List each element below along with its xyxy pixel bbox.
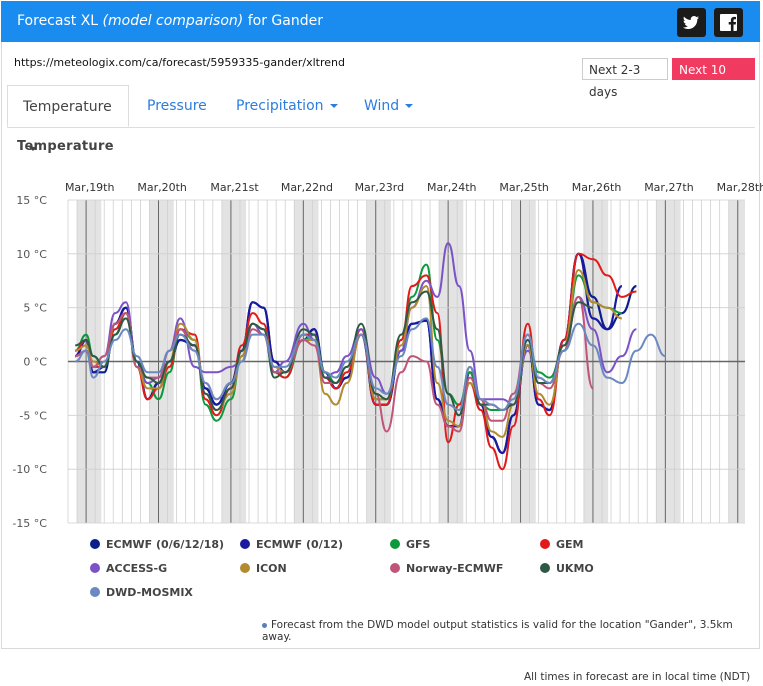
y-tick-label: 10 °C	[16, 248, 47, 261]
series-line-dwd-mosmix	[74, 317, 666, 412]
timezone-footer: All times in forecast are in local time …	[524, 671, 751, 683]
section-title: Temperature	[17, 139, 114, 154]
legend-item[interactable]: ICON	[240, 562, 287, 575]
legend-item[interactable]: GEM	[540, 538, 584, 551]
legend-label: UKMO	[556, 562, 594, 575]
header-bar: Forecast XL (model comparison) for Gande…	[1, 1, 760, 42]
tab-pressure-label: Pressure	[147, 98, 207, 114]
legend-item[interactable]: Norway-ECMWF	[390, 562, 503, 575]
y-tick-label: -10 °C	[12, 463, 47, 476]
tab-pressure[interactable]: Pressure	[147, 85, 207, 127]
next-2-3-days-button[interactable]: Next 2-3 days	[582, 58, 668, 99]
mosmix-note: Forecast from the DWD model output stati…	[262, 619, 763, 643]
x-tick-label: Mar,19th	[65, 181, 115, 194]
x-tick-label: Mar,21st	[210, 181, 259, 194]
legend-label: ECMWF (0/12)	[256, 538, 344, 551]
tab-bar: Temperature Pressure Precipitation Wind	[7, 85, 755, 151]
next-10-days-button[interactable]: Next 10 days	[672, 58, 755, 99]
x-tick-label: Mar,28th	[717, 181, 763, 194]
legend-item[interactable]: ECMWF (0/12)	[240, 538, 343, 551]
tab-wind-label: Wind	[364, 98, 400, 114]
x-tick-label: Mar,22nd	[281, 181, 333, 194]
y-tick-label: 5 °C	[23, 302, 47, 315]
legend-label: ICON	[256, 562, 287, 575]
x-tick-label: Mar,26th	[572, 181, 622, 194]
x-tick-label: Mar,25th	[499, 181, 549, 194]
x-tick-label: Mar,23rd	[355, 181, 405, 194]
legend-label: ECMWF (0/6/12/18)	[106, 538, 225, 551]
page-url[interactable]: https://meteologix.com/ca/forecast/59593…	[14, 56, 345, 69]
legend-label: ACCESS-G	[106, 562, 168, 575]
y-tick-label: 15 °C	[16, 194, 47, 207]
chevron-down-icon	[29, 147, 37, 151]
legend-dot-icon	[90, 587, 100, 597]
note-dot-icon	[262, 622, 267, 628]
legend-dot-icon	[540, 539, 550, 549]
mosmix-note-text: Forecast from the DWD model output stati…	[262, 619, 733, 643]
legend-dot-icon	[90, 539, 100, 549]
legend-label: DWD-MOSMIX	[106, 586, 193, 599]
chevron-down-icon	[405, 104, 414, 108]
legend-dot-icon	[390, 539, 400, 549]
legend-item[interactable]: ACCESS-G	[90, 562, 167, 575]
x-tick-label: Mar,20th	[137, 181, 187, 194]
legend-item[interactable]: GFS	[390, 538, 430, 551]
y-tick-label: 0 °C	[23, 356, 47, 369]
legend-dot-icon	[90, 563, 100, 573]
legend-label: Norway-ECMWF	[406, 562, 504, 575]
tab-wind[interactable]: Wind	[364, 85, 414, 127]
twitter-icon[interactable]	[677, 8, 706, 37]
legend-dot-icon	[240, 563, 250, 573]
x-tick-label: Mar,24th	[427, 181, 477, 194]
y-tick-label: -15 °C	[12, 517, 47, 530]
legend-label: GFS	[406, 538, 431, 551]
tab-temperature[interactable]: Temperature	[7, 85, 129, 151]
tab-precipitation-label: Precipitation	[236, 98, 324, 114]
series-line-norway-ecmwf	[75, 295, 594, 433]
y-tick-label: -5 °C	[19, 409, 47, 422]
chevron-down-icon	[329, 104, 338, 108]
tab-temperature-label: Temperature	[23, 99, 112, 115]
legend-dot-icon	[240, 539, 250, 549]
legend-item[interactable]: UKMO	[540, 562, 594, 575]
legend-dot-icon	[390, 563, 400, 573]
page-title: Forecast XL (model comparison) for Gande…	[17, 13, 323, 29]
tab-precipitation[interactable]: Precipitation	[236, 85, 338, 127]
legend-label: GEM	[556, 538, 584, 551]
legend-item[interactable]: DWD-MOSMIX	[90, 586, 193, 599]
facebook-icon[interactable]	[714, 8, 743, 37]
x-tick-label: Mar,27th	[644, 181, 694, 194]
legend-item[interactable]: ECMWF (0/6/12/18)	[90, 538, 224, 551]
legend-dot-icon	[540, 563, 550, 573]
